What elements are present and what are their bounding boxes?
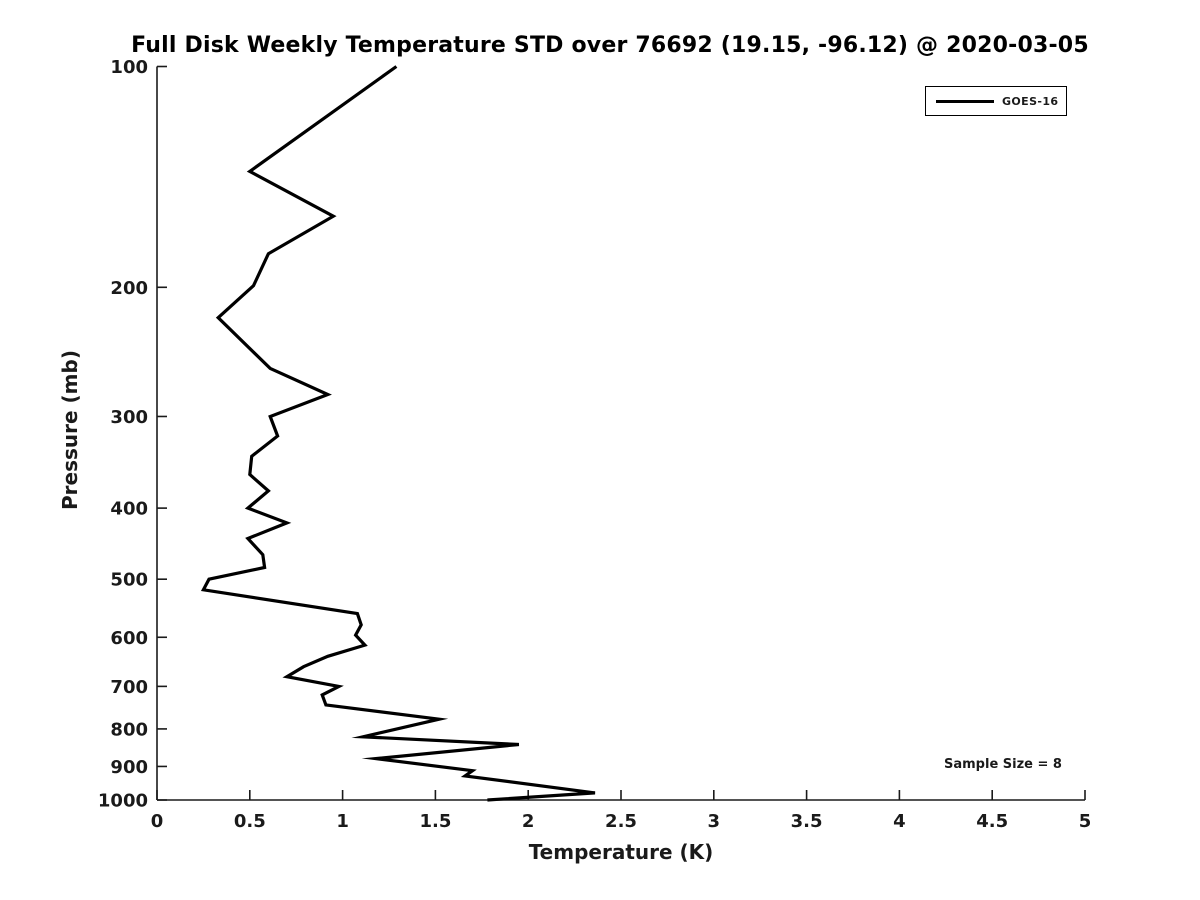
chart-title: Full Disk Weekly Temperature STD over 76… — [131, 33, 1089, 58]
sample-size-annotation: Sample Size = 8 — [944, 757, 1062, 772]
x-tick-label: 4 — [893, 811, 906, 832]
x-tick-label: 5 — [1079, 811, 1092, 832]
y-tick-label: 400 — [110, 499, 148, 520]
y-tick-label: 200 — [110, 278, 148, 299]
y-tick-label: 100 — [110, 57, 148, 78]
legend-series-label: GOES-16 — [1002, 94, 1059, 108]
x-tick-label: 4.5 — [976, 811, 1008, 832]
y-tick-label: 800 — [110, 719, 148, 740]
x-tick-label: 2 — [522, 811, 535, 832]
x-tick-label: 3 — [708, 811, 721, 832]
y-tick-label: 600 — [110, 628, 148, 649]
x-tick-label: 1.5 — [419, 811, 451, 832]
legend: GOES-16 — [925, 86, 1067, 116]
x-tick-label: 3.5 — [791, 811, 823, 832]
x-tick-label: 0.5 — [234, 811, 266, 832]
y-tick-label: 1000 — [98, 791, 148, 812]
x-tick-label: 2.5 — [605, 811, 637, 832]
goes16-series-line — [200, 65, 596, 802]
y-tick-label: 300 — [110, 407, 148, 428]
y-tick-label: 500 — [110, 570, 148, 591]
x-tick-label: 0 — [151, 811, 164, 832]
x-tick-label: 1 — [336, 811, 349, 832]
y-axis-label: Pressure (mb) — [58, 350, 82, 510]
x-axis-label: Temperature (K) — [528, 840, 714, 864]
y-tick-label: 900 — [110, 757, 148, 778]
legend-line-sample — [936, 99, 994, 103]
y-tick-label: 700 — [110, 677, 148, 698]
